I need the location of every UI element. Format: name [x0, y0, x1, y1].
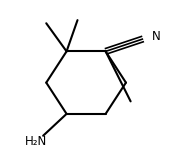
Text: N: N — [152, 30, 160, 43]
Text: H₂N: H₂N — [25, 135, 47, 148]
